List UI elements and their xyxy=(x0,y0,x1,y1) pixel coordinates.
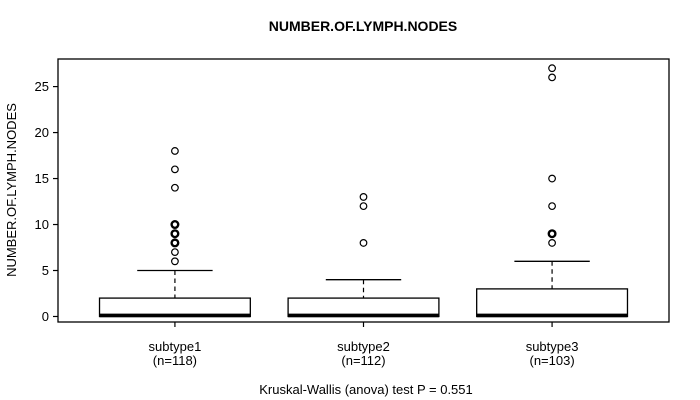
outlier-point xyxy=(548,73,556,82)
y-tick-label: 5 xyxy=(42,263,49,278)
outlier-point xyxy=(171,257,179,266)
outlier-point xyxy=(548,202,556,211)
x-group-label: subtype2 xyxy=(337,339,390,354)
outlier-point xyxy=(359,239,368,247)
outlier-point xyxy=(171,165,179,174)
x-group-label: subtype1 xyxy=(149,339,202,354)
outlier-point xyxy=(171,248,179,257)
y-tick-label: 10 xyxy=(35,217,49,232)
chart-caption: Kruskal-Wallis (anova) test P = 0.551 xyxy=(259,382,473,397)
y-tick-label: 20 xyxy=(35,125,49,140)
chart-title: NUMBER.OF.LYMPH.NODES xyxy=(269,18,458,34)
outlier-point xyxy=(170,238,180,248)
y-tick-label: 0 xyxy=(42,309,49,324)
x-group-sublabel: (n=118) xyxy=(153,353,197,368)
outlier-point xyxy=(170,220,180,230)
outlier-point xyxy=(171,183,179,192)
boxplot-subtype2: subtype2(n=112) xyxy=(287,193,440,368)
outlier-point xyxy=(548,174,556,183)
outlier-point xyxy=(548,239,556,247)
iqr-box xyxy=(476,288,629,318)
outlier-point xyxy=(548,64,556,73)
outlier-point xyxy=(359,193,368,201)
x-group-sublabel: (n=112) xyxy=(341,353,385,368)
outlier-point xyxy=(547,229,557,239)
boxplot-subtype1: subtype1(n=118) xyxy=(98,147,251,368)
y-tick-label: 25 xyxy=(35,79,49,94)
x-group-label: subtype3 xyxy=(526,339,579,354)
x-group-sublabel: (n=103) xyxy=(529,353,574,368)
outlier-point xyxy=(171,147,179,155)
y-tick-label: 15 xyxy=(35,171,49,186)
outlier-point xyxy=(359,202,368,211)
outlier-point xyxy=(170,229,180,239)
y-axis-label: NUMBER.OF.LYMPH.NODES xyxy=(4,103,19,277)
plot-area: 0510152025subtype1(n=118)subtype2(n=112)… xyxy=(35,58,670,368)
boxplot-subtype3: subtype3(n=103) xyxy=(476,64,629,368)
